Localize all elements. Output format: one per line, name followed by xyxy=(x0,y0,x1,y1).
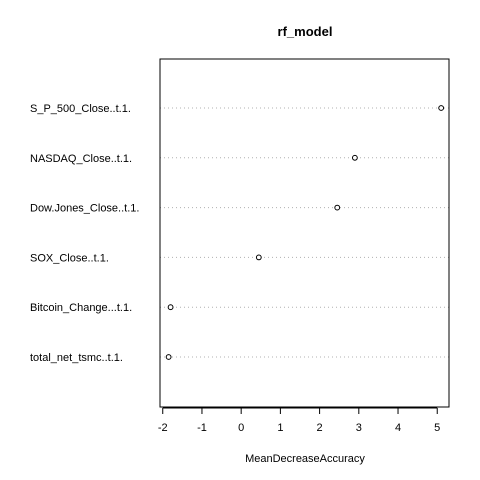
category-label: total_net_tsmc..t.1. xyxy=(30,352,123,364)
grid-lines xyxy=(160,107,449,358)
x-tick-label: -1 xyxy=(197,422,207,434)
x-tick-label: 0 xyxy=(238,422,244,434)
data-point xyxy=(165,354,172,360)
category-label: SOX_Close..t.1. xyxy=(30,252,109,264)
x-tick-label: -2 xyxy=(158,422,168,434)
x-axis: -2 -1 0 1 2 3 4 5 xyxy=(158,407,440,434)
data-points xyxy=(165,105,445,360)
x-axis-label: MeanDecreaseAccuracy xyxy=(245,453,365,465)
data-point xyxy=(351,154,358,161)
category-label: Dow.Jones_Close..t.1. xyxy=(30,203,139,215)
data-point xyxy=(255,254,262,261)
category-labels: S_P_500_Close..t.1. NASDAQ_Close..t.1. Dow… xyxy=(30,103,139,364)
x-tick-label: 3 xyxy=(356,422,362,434)
data-point xyxy=(334,204,341,211)
data-point xyxy=(438,105,445,111)
category-label: Bitcoin_Change...t.1. xyxy=(30,302,132,314)
data-point xyxy=(167,304,174,311)
x-tick-label: 5 xyxy=(434,422,440,434)
plot-frame xyxy=(159,58,450,408)
category-label: NASDAQ_Close..t.1. xyxy=(30,153,132,165)
x-tick-label: 1 xyxy=(277,422,283,434)
x-tick-label: 4 xyxy=(395,422,401,434)
x-tick-label: 2 xyxy=(317,422,323,434)
category-label: S_P_500_Close..t.1. xyxy=(30,103,131,115)
chart-title: rf_model xyxy=(278,24,333,39)
